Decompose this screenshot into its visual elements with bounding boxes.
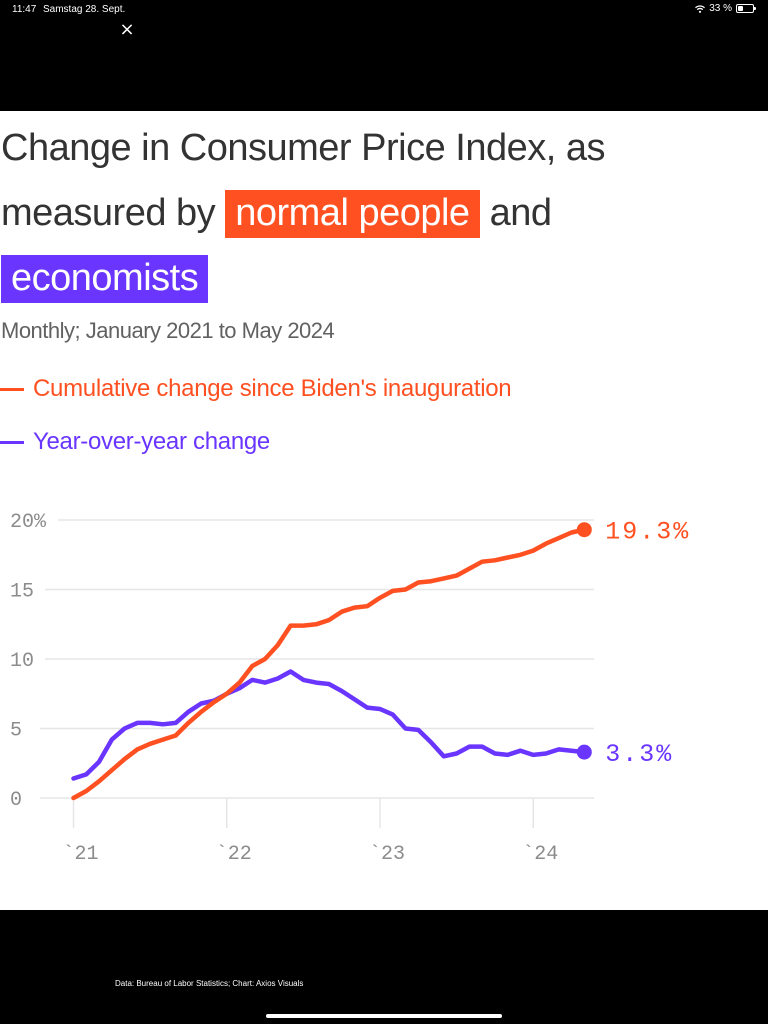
close-icon: × bbox=[119, 19, 135, 40]
line-chart: `21 `22 `23 `24 0 5 10 15 20% 3.3% 19.3% bbox=[10, 511, 690, 866]
wifi-icon bbox=[695, 4, 706, 13]
x-tick-label: `24 bbox=[522, 843, 558, 866]
end-label-cumulative: 19.3% bbox=[605, 518, 690, 547]
end-labels: 3.3% 19.3% bbox=[605, 518, 690, 769]
x-axis: `21 `22 `23 `24 bbox=[62, 798, 558, 866]
chart-subtitle: Monthly; January 2021 to May 2024 bbox=[1, 318, 335, 343]
x-tick-label: `21 bbox=[62, 843, 98, 866]
y-tick-label: 10 bbox=[10, 650, 34, 673]
battery-icon bbox=[736, 4, 756, 13]
title-highlight-normal-people: normal people bbox=[225, 190, 480, 238]
series-line-cumulative bbox=[71, 527, 587, 801]
legend-swatch-yoy bbox=[0, 440, 24, 444]
legend-label-cumulative: Cumulative change since Biden's inaugura… bbox=[33, 375, 512, 402]
legend-item-cumulative: Cumulative change since Biden's inaugura… bbox=[0, 375, 512, 403]
title-part-2: and bbox=[489, 192, 552, 234]
title-part-1: Change in Consumer Price Index, as measu… bbox=[1, 127, 606, 234]
y-tick-label: 0 bbox=[10, 789, 22, 812]
series-layer bbox=[71, 522, 592, 801]
home-indicator[interactable] bbox=[266, 1014, 502, 1018]
legend-label-yoy: Year-over-year change bbox=[33, 428, 270, 455]
legend-swatch-cumulative bbox=[0, 387, 24, 391]
battery-percent: 33 % bbox=[709, 3, 732, 14]
y-axis: 0 5 10 15 20% bbox=[10, 511, 47, 812]
chart-title: Change in Consumer Price Index, as measu… bbox=[1, 116, 761, 311]
battery-tip bbox=[754, 7, 756, 10]
y-tick-label: 5 bbox=[10, 720, 22, 743]
status-date: Samstag 28. Sept. bbox=[43, 4, 126, 15]
chart-card: Change in Consumer Price Index, as measu… bbox=[0, 111, 768, 910]
battery-level bbox=[738, 6, 743, 11]
y-tick-label: 20% bbox=[10, 511, 47, 534]
end-dot-yoy bbox=[576, 744, 592, 760]
legend-item-yoy: Year-over-year change bbox=[0, 428, 270, 456]
title-highlight-economists: economists bbox=[1, 255, 209, 303]
end-dot-cumulative bbox=[576, 522, 592, 538]
grid-layer bbox=[40, 519, 594, 799]
y-tick-label: 15 bbox=[10, 581, 34, 604]
series-line-yoy bbox=[71, 669, 587, 781]
x-tick-label: `22 bbox=[216, 843, 252, 866]
close-button[interactable]: × bbox=[118, 21, 136, 39]
status-bar: 11:47 Samstag 28. Sept. 33 % bbox=[0, 0, 768, 20]
source-credit: Data: Bureau of Labor Statistics; Chart:… bbox=[115, 979, 304, 988]
x-tick-label: `23 bbox=[369, 843, 405, 866]
end-label-yoy: 3.3% bbox=[605, 740, 673, 769]
status-right: 33 % bbox=[695, 3, 756, 14]
status-time: 11:47 bbox=[12, 4, 37, 15]
